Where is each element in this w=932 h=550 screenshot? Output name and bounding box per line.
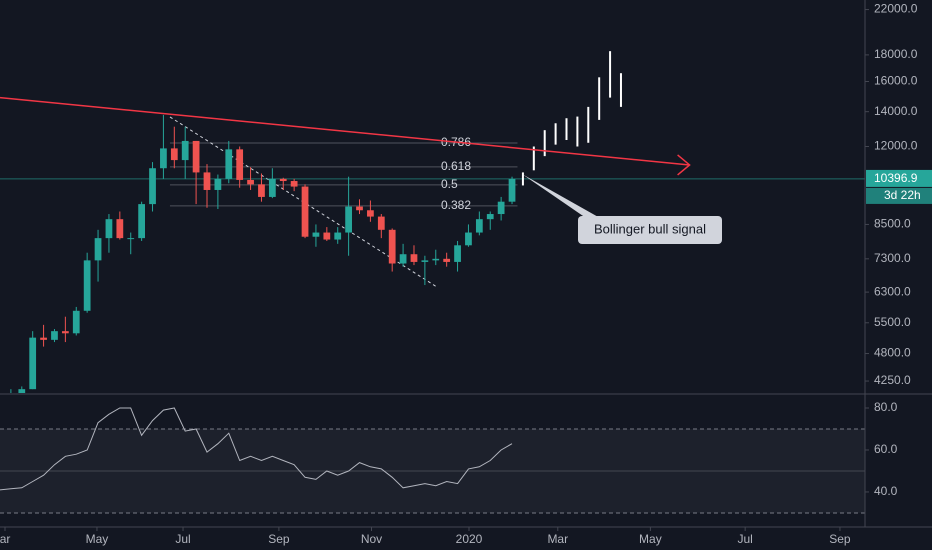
x-tick-label: Mar: [547, 532, 568, 546]
x-tick-label: May: [639, 532, 662, 546]
annotation: Bollinger bull signal: [522, 174, 722, 244]
candle-body: [247, 179, 254, 185]
y-tick-label: 14000.0: [874, 104, 918, 118]
y-tick-label: 18000.0: [874, 47, 918, 61]
countdown-label: 3d 22h: [884, 188, 921, 202]
fib-label: 0.382: [441, 198, 471, 212]
trendline-arrow: [677, 154, 691, 176]
y-tick-label: 16000.0: [874, 74, 918, 88]
candle-body: [356, 206, 363, 211]
candle-body: [301, 186, 309, 237]
candle-body: [475, 219, 483, 233]
candle-body: [454, 245, 461, 262]
candle-body: [61, 331, 69, 334]
x-tick-label: Jul: [175, 532, 190, 546]
y-tick-label: 7300.0: [874, 251, 911, 265]
candle-body: [105, 219, 113, 239]
candle-body: [268, 178, 276, 197]
candle-body: [40, 337, 47, 340]
x-tick-label: Jul: [737, 532, 752, 546]
candle-body: [279, 178, 287, 182]
candle-body: [399, 254, 407, 264]
candle-body: [72, 310, 80, 334]
candle-body: [290, 181, 298, 187]
candle-body: [181, 140, 189, 161]
rsi-line: [0, 407, 513, 491]
y-tick-label: 22000.0: [874, 2, 918, 16]
candle-body: [334, 232, 342, 240]
x-tick-label: Sep: [268, 532, 290, 546]
last-price-box: [866, 169, 932, 187]
candle-body: [258, 184, 265, 197]
annotation-pointer: [522, 174, 600, 218]
candle-body: [225, 149, 233, 179]
candle-body: [443, 258, 451, 262]
y-tick-label: 6300.0: [874, 284, 911, 298]
candle-body: [421, 260, 429, 262]
x-tick-label: ar: [0, 532, 10, 546]
candle-body: [367, 210, 374, 217]
last-price-label: 10396.9: [874, 171, 918, 185]
candle-body: [29, 337, 37, 390]
candle-body: [486, 214, 494, 220]
candle-body: [377, 216, 385, 230]
x-tick-label: Sep: [829, 532, 851, 546]
x-tick-label: 2020: [456, 532, 483, 546]
candle-body: [149, 168, 156, 205]
candle-body: [388, 229, 396, 264]
candle-body: [192, 140, 200, 173]
y-tick-label: 4250.0: [874, 373, 911, 387]
candle-body: [497, 201, 505, 215]
y-tick-label: 12000.0: [874, 139, 918, 153]
candle-body: [432, 258, 440, 261]
candle-body: [160, 148, 167, 169]
fib-label: 0.618: [441, 159, 471, 173]
candle-body: [312, 232, 320, 237]
candle-body: [51, 331, 58, 340]
x-tick-label: Nov: [361, 532, 382, 546]
candle-body: [323, 232, 331, 240]
annotation-text: Bollinger bull signal: [594, 221, 706, 236]
candle-body: [345, 206, 352, 233]
candle-body: [236, 149, 244, 180]
y-tick-label: 4800.0: [874, 346, 911, 360]
candle-body: [18, 389, 26, 393]
candle-body: [127, 238, 135, 240]
trendline: [0, 96, 690, 166]
fib-label: 0.5: [441, 177, 458, 191]
candle-body: [170, 148, 178, 161]
candle-body: [203, 172, 211, 190]
candle-body: [94, 238, 102, 261]
candle-body: [138, 204, 146, 239]
y-tick-label: 60.0: [874, 442, 898, 456]
y-tick-label: 80.0: [874, 400, 898, 414]
candle-body: [116, 219, 124, 239]
x-tick-label: May: [86, 532, 109, 546]
candle-body: [410, 254, 418, 262]
annotation-box: [578, 216, 722, 244]
rsi-pane: [0, 407, 865, 514]
candle-body: [465, 232, 472, 246]
candle-body: [83, 260, 91, 311]
y-tick-label: 8500.0: [874, 217, 911, 231]
y-tick-label: 5500.0: [874, 315, 911, 329]
candle-body: [214, 178, 222, 190]
y-tick-label: 40.0: [874, 484, 898, 498]
candle-body: [508, 178, 516, 202]
countdown-box: [866, 187, 932, 204]
